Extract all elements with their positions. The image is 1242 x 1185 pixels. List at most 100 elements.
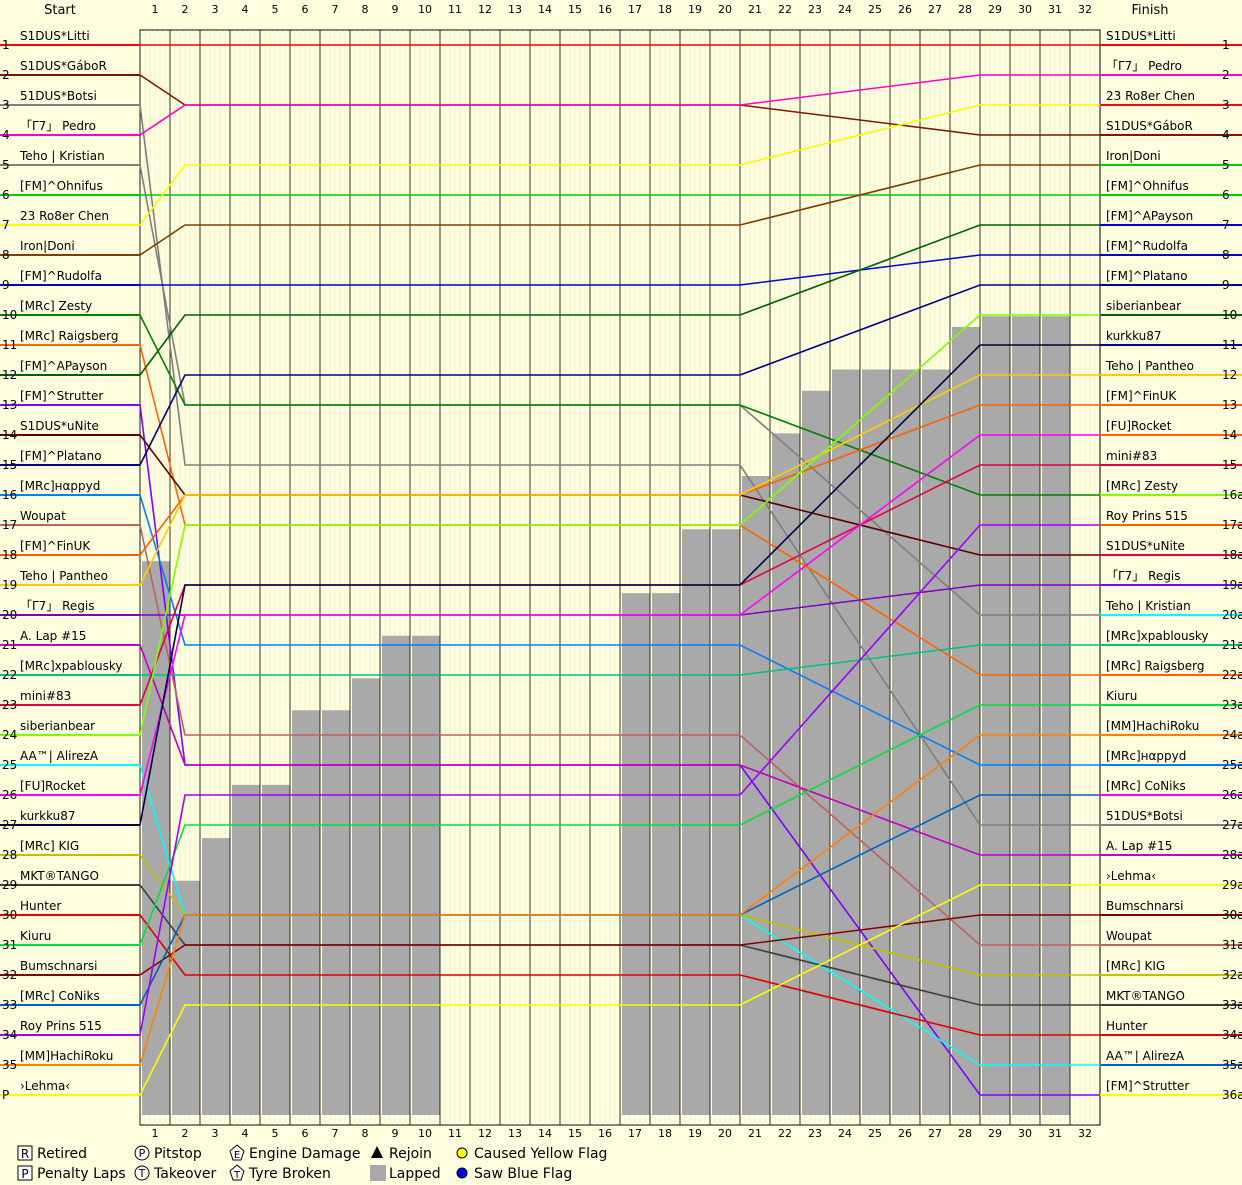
start-driver-name: Hunter: [20, 899, 61, 913]
driver-trace: [139, 314, 1100, 736]
lap-label-bottom: 21: [748, 1127, 762, 1140]
finish-driver-name: ›Lehma‹: [1106, 869, 1156, 883]
position-label-right: 24a: [1222, 728, 1242, 742]
finish-driver-name: Woupat: [1106, 929, 1152, 943]
lap-label-bottom: 6: [302, 1127, 309, 1140]
start-driver-name: [MRc] Zesty: [20, 299, 92, 313]
finish-header: Finish: [1131, 3, 1168, 18]
finish-driver-name: [MRc] CoNiks: [1106, 779, 1186, 793]
start-driver-name: [FM]^FinUK: [20, 539, 91, 553]
position-label-right: 29a: [1222, 878, 1242, 892]
position-label-right: 30a: [1222, 908, 1242, 922]
lap-label-top: 16: [598, 3, 612, 16]
start-driver-name: S1DUS*Litti: [20, 29, 90, 43]
driver-trace: [139, 314, 1100, 496]
lap-label-top: 13: [508, 3, 522, 16]
lap-label-bottom: 23: [808, 1127, 822, 1140]
position-label-right: 22a: [1222, 668, 1242, 682]
finish-driver-name: [FM]^APayson: [1106, 209, 1193, 223]
finish-driver-name: [FM]^Rudolfa: [1106, 239, 1188, 253]
lapped-block: [982, 316, 1010, 1115]
lapped-block: [712, 529, 740, 1115]
driver-trace: [139, 374, 1100, 586]
lap-label-bottom: 25: [868, 1127, 882, 1140]
legend-label: Engine Damage: [249, 1146, 361, 1162]
position-label-right: 25a: [1222, 758, 1242, 772]
position-label-left: 32: [2, 968, 17, 982]
finish-driver-name: [FM]^Strutter: [1106, 1079, 1189, 1093]
start-driver-name: Teho | Kristian: [19, 149, 105, 163]
position-label-right: 12: [1222, 368, 1237, 382]
lap-label-top: 28: [958, 3, 972, 16]
driver-trace: [139, 104, 1100, 226]
lap-label-bottom: 20: [718, 1127, 732, 1140]
lap-label-top: 12: [478, 3, 492, 16]
position-label-left: 18: [2, 548, 17, 562]
start-header: Start: [44, 3, 76, 18]
lap-label-bottom: 26: [898, 1127, 912, 1140]
position-label-left: 6: [2, 188, 10, 202]
start-driver-name: [MM]HachiRoku: [20, 1049, 113, 1063]
lap-label-bottom: 30: [1018, 1127, 1032, 1140]
lap-label-top: 2: [182, 3, 189, 16]
lap-label-top: 11: [448, 3, 462, 16]
lap-label-bottom: 2: [182, 1127, 189, 1140]
lap-label-bottom: 11: [448, 1127, 462, 1140]
driver-trace: [139, 644, 1100, 856]
position-label-left: 25: [2, 758, 17, 772]
position-label-right: 28a: [1222, 848, 1242, 862]
position-label-left: 23: [2, 698, 17, 712]
finish-driver-name: AA™| AlirezA: [1106, 1049, 1185, 1063]
position-label-right: 13: [1222, 398, 1237, 412]
start-driver-name: [FM]^Ohnifus: [20, 179, 103, 193]
position-label-right: 10: [1222, 308, 1237, 322]
lapped-block: [862, 369, 890, 1115]
start-driver-name: [MRc] Raigsberg: [20, 329, 118, 343]
finish-driver-name: MKT®TANGO: [1106, 989, 1185, 1003]
lap-label-top: 15: [568, 3, 582, 16]
lapped-block: [292, 710, 320, 1115]
driver-trace: [139, 74, 1100, 136]
legend-symbol: [17, 1145, 33, 1161]
lap-label-bottom: 4: [242, 1127, 249, 1140]
position-label-left: 10: [2, 308, 17, 322]
lap-label-top: 7: [332, 3, 339, 16]
position-label-left: 13: [2, 398, 17, 412]
lap-label-top: 29: [988, 3, 1002, 16]
lapped-block: [142, 561, 170, 1115]
position-label-left: 22: [2, 668, 17, 682]
position-label-left: 19: [2, 578, 17, 592]
finish-driver-name: [MRc] KIG: [1106, 959, 1165, 973]
start-driver-name: 「Γ7」 Pedro: [20, 119, 96, 133]
legend-symbol: [370, 1165, 386, 1181]
lap-label-bottom: 3: [212, 1127, 219, 1140]
lap-label-top: 5: [272, 3, 279, 16]
lap-label-top: 1: [152, 3, 159, 16]
finish-driver-name: [MRc] Zesty: [1106, 479, 1178, 493]
lap-label-top: 21: [748, 3, 762, 16]
position-label-right: 11: [1222, 338, 1237, 352]
position-label-right: 1: [1222, 38, 1230, 52]
driver-trace: [139, 344, 1100, 826]
position-label-right: 27a: [1222, 818, 1242, 832]
position-label-right: 6: [1222, 188, 1230, 202]
legend-label: Retired: [37, 1146, 87, 1162]
position-label-left: 31: [2, 938, 17, 952]
lapped-block: [232, 784, 260, 1115]
lap-label-bottom: 28: [958, 1127, 972, 1140]
lapped-block: [1042, 316, 1070, 1115]
start-driver-name: 23 Ro8er Chen: [20, 209, 109, 223]
position-label-right: 3: [1222, 98, 1230, 112]
lap-label-bottom: 15: [568, 1127, 582, 1140]
position-label-left: 11: [2, 338, 17, 352]
start-driver-name: [MRc] CoNiks: [20, 989, 100, 1003]
finish-driver-name: siberianbear: [1106, 299, 1181, 313]
finish-driver-name: [MRc] Raigsberg: [1106, 659, 1204, 673]
start-driver-name: Bumschnarsi: [20, 959, 97, 973]
start-driver-name: siberianbear: [20, 719, 95, 733]
position-label-right: 20a: [1222, 608, 1242, 622]
driver-trace: [139, 284, 1100, 466]
position-label-left: 9: [2, 278, 10, 292]
finish-driver-name: S1DUS*Litti: [1106, 29, 1176, 43]
start-driver-name: MKT®TANGO: [20, 869, 99, 883]
